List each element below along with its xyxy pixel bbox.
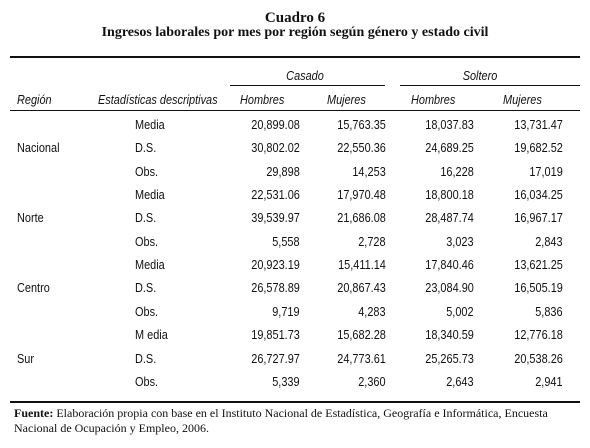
region-cell: Nacional [17, 140, 60, 155]
stat-cell: D.S. [135, 280, 157, 295]
header-mujeres-casado: Mujeres [327, 92, 366, 107]
value-cell: 12,776.18 [514, 327, 563, 342]
header-hombres-casado: Hombres [240, 92, 285, 107]
header-hombres-soltero: Hombres [411, 92, 456, 107]
value-cell: 15,682.28 [337, 327, 386, 342]
soltero-underline [400, 85, 580, 86]
value-cell: 25,265.73 [425, 351, 474, 366]
stat-cell: Obs. [135, 164, 159, 179]
stat-cell: Obs. [135, 374, 159, 389]
value-cell: 18,800.18 [425, 187, 474, 202]
value-cell: 30,802.02 [251, 140, 300, 155]
source-text: Elaboración propia con base en el Instit… [14, 406, 548, 435]
value-cell: 15,411.14 [338, 257, 386, 272]
value-cell: 20,538.26 [514, 351, 563, 366]
value-cell: 29,898 [266, 164, 300, 179]
value-cell: 20,867.43 [337, 280, 386, 295]
source-label: Fuente: [14, 406, 54, 420]
value-cell: 19,682.52 [514, 140, 563, 155]
value-cell: 2,643 [446, 374, 474, 389]
table-title: Ingresos laborales por mes por región se… [101, 25, 489, 40]
header-casado: Casado [286, 68, 324, 83]
value-cell: 17,840.46 [425, 257, 474, 272]
value-cell: 13,621.25 [514, 257, 563, 272]
value-cell: 16,228 [440, 164, 474, 179]
value-cell: 20,899.08 [251, 117, 300, 132]
value-cell: 28,487.74 [425, 210, 474, 225]
region-cell: Norte [17, 210, 44, 225]
header-rule [10, 110, 580, 111]
header-soltero: Soltero [462, 68, 498, 83]
value-cell: 24,689.25 [425, 140, 474, 155]
stat-cell: M edia [135, 327, 168, 342]
value-cell: 2,843 [535, 234, 563, 249]
header-mujeres-soltero: Mujeres [503, 92, 542, 107]
bottom-rule [10, 401, 580, 403]
table-number: Cuadro 6 [264, 10, 326, 26]
stat-cell: Media [135, 187, 165, 202]
value-cell: 19,851.73 [251, 327, 300, 342]
value-cell: 22,550.36 [337, 140, 386, 155]
value-cell: 18,037.83 [425, 117, 474, 132]
value-cell: 2,360 [358, 374, 386, 389]
top-rule [10, 56, 580, 58]
stat-cell: Media [135, 117, 165, 132]
value-cell: 13,731.47 [514, 117, 563, 132]
value-cell: 22,531.06 [251, 187, 300, 202]
stat-cell: Obs. [135, 234, 159, 249]
value-cell: 16,034.25 [514, 187, 563, 202]
region-cell: Sur [17, 351, 34, 366]
value-cell: 14,253 [352, 164, 386, 179]
header-estadisticas: Estadísticas descriptivas [98, 92, 218, 107]
casado-underline [230, 85, 385, 86]
value-cell: 39,539.97 [251, 210, 300, 225]
value-cell: 9,719 [272, 304, 300, 319]
value-cell: 3,023 [446, 234, 474, 249]
stat-cell: D.S. [135, 351, 157, 366]
value-cell: 23,084.90 [425, 280, 474, 295]
value-cell: 16,967.17 [514, 210, 563, 225]
value-cell: 26,727.97 [251, 351, 300, 366]
value-cell: 2,728 [358, 234, 386, 249]
value-cell: 20,923.19 [251, 257, 300, 272]
stat-cell: Media [135, 257, 165, 272]
header-region: Región [17, 92, 52, 107]
value-cell: 2,941 [535, 374, 563, 389]
value-cell: 5,558 [272, 234, 300, 249]
value-cell: 5,339 [272, 374, 300, 389]
value-cell: 5,002 [446, 304, 474, 319]
value-cell: 26,578.89 [251, 280, 300, 295]
value-cell: 21,686.08 [337, 210, 386, 225]
source-note: Fuente: Elaboración propia con base en e… [14, 406, 574, 436]
value-cell: 4,283 [358, 304, 386, 319]
value-cell: 5,836 [535, 304, 563, 319]
value-cell: 24,773.61 [337, 351, 386, 366]
value-cell: 16,505.19 [514, 280, 563, 295]
stat-cell: D.S. [135, 140, 157, 155]
stat-cell: Obs. [135, 304, 159, 319]
value-cell: 17,970.48 [337, 187, 386, 202]
value-cell: 17,019 [529, 164, 563, 179]
value-cell: 15,763.35 [337, 117, 386, 132]
region-cell: Centro [17, 280, 50, 295]
stat-cell: D.S. [135, 210, 157, 225]
value-cell: 18,340.59 [425, 327, 474, 342]
